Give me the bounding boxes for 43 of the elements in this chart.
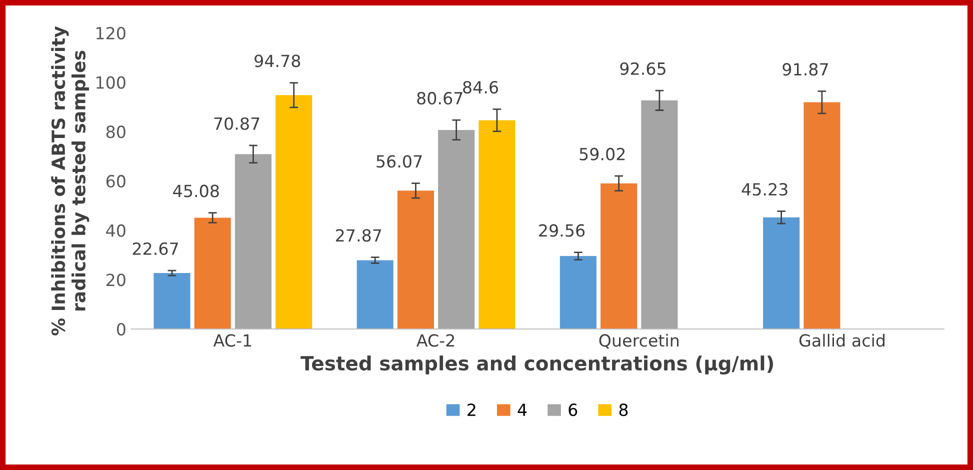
bar (234, 154, 272, 329)
data-label: 45.08 (173, 184, 219, 198)
bar (276, 95, 312, 329)
bar (438, 130, 475, 329)
y-tick-label: 20 (106, 274, 126, 286)
data-label: 80.67 (417, 92, 462, 105)
data-label: 70.87 (214, 117, 260, 130)
data-label: 94.78 (254, 54, 300, 68)
y-tick-label: 0 (116, 322, 126, 336)
bar (804, 102, 840, 329)
x-tick-label: AC-2 (416, 334, 454, 347)
data-label: 56.07 (376, 155, 422, 168)
legend-label: 2 (468, 404, 476, 416)
legend-label: 4 (518, 404, 527, 416)
data-label: 45.23 (742, 183, 788, 196)
bar (154, 273, 190, 329)
bar (641, 100, 678, 329)
y-tick-label: 60 (106, 174, 126, 188)
bar (194, 218, 231, 329)
bar (356, 260, 394, 329)
data-label: 59.02 (580, 148, 625, 160)
bar (600, 183, 638, 329)
bar (763, 217, 800, 329)
y-tick-label: 80 (106, 126, 126, 138)
data-label: 27.87 (336, 229, 382, 242)
legend-label: 8 (619, 404, 628, 416)
x-tick-label: Quercetin (599, 334, 679, 349)
data-label: 92.65 (620, 62, 666, 75)
x-tick-label: Gallid acid (799, 334, 884, 347)
x-tick-label: AC-1 (213, 334, 252, 347)
legend-label: 6 (568, 404, 578, 416)
bar (478, 120, 516, 329)
y-axis-title: % Inhibitions of ABTS ractivity radical by tested samples (51, 26, 90, 336)
y-tick-label: 120 (96, 26, 126, 40)
x-axis-title: Tested samples and concentrations (µg/ml) (300, 356, 773, 375)
data-label: 91.87 (782, 63, 828, 76)
bar (397, 190, 434, 329)
y-tick-label: 100 (96, 76, 126, 89)
data-label: 29.56 (539, 224, 585, 237)
bar (560, 256, 596, 329)
data-label: 22.67 (132, 242, 178, 256)
data-label: 84.6 (463, 80, 498, 94)
y-tick-label: 40 (106, 224, 126, 237)
